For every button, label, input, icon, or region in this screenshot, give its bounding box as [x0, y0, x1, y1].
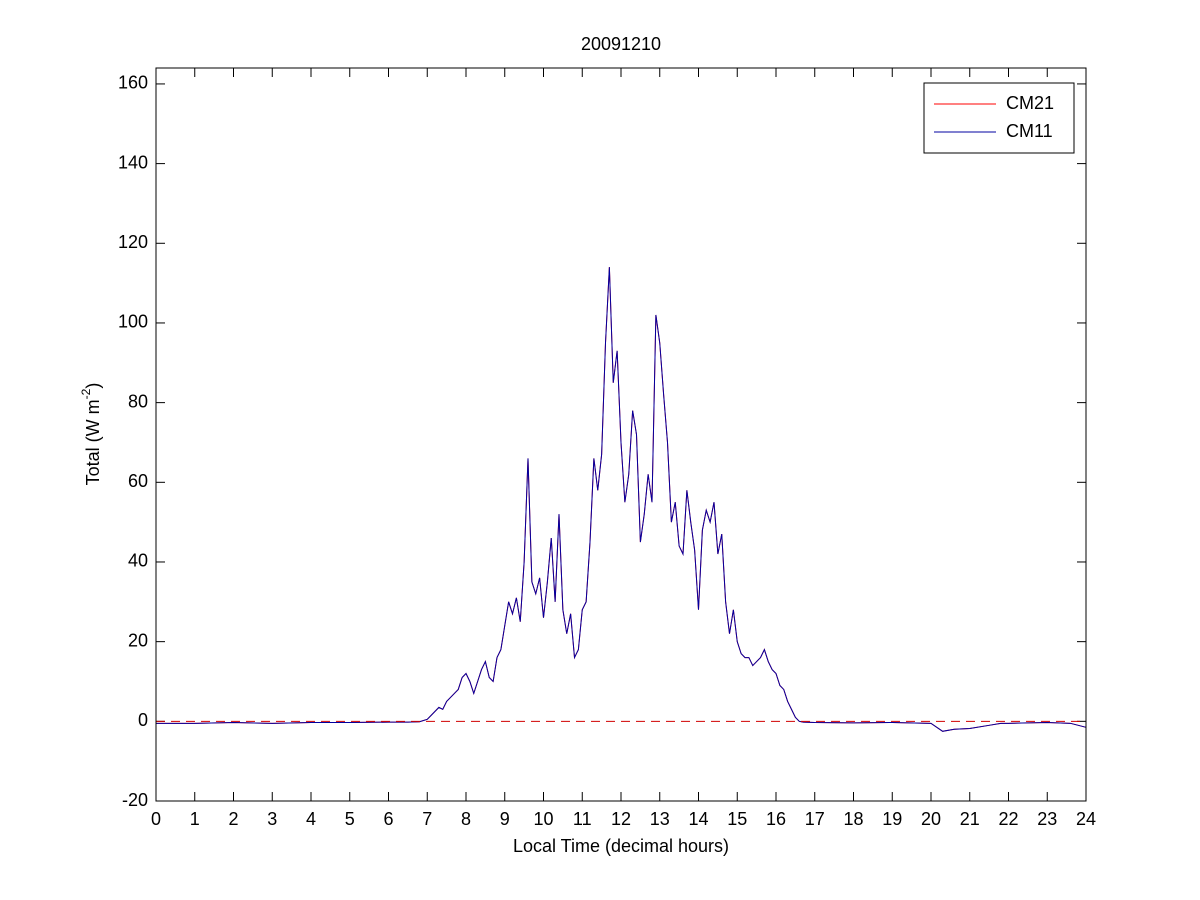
x-tick-label: 20: [921, 809, 941, 829]
legend-label: CM21: [1006, 93, 1054, 113]
y-tick-label: 20: [128, 630, 148, 650]
x-tick-label: 13: [650, 809, 670, 829]
x-tick-label: 1: [190, 809, 200, 829]
x-tick-label: 4: [306, 809, 316, 829]
y-tick-label: 140: [118, 152, 148, 172]
x-tick-label: 2: [228, 809, 238, 829]
x-tick-label: 5: [345, 809, 355, 829]
x-tick-label: 14: [688, 809, 708, 829]
x-tick-label: 0: [151, 809, 161, 829]
x-axis-label: Local Time (decimal hours): [513, 836, 729, 856]
x-tick-label: 12: [611, 809, 631, 829]
x-tick-label: 9: [500, 809, 510, 829]
axes-box: [155, 67, 1087, 802]
x-tick-label: 23: [1037, 809, 1057, 829]
y-tick-label: 120: [118, 232, 148, 252]
x-tick-label: 8: [461, 809, 471, 829]
y-axis-label-end: ): [83, 383, 103, 389]
y-tick-label: 160: [118, 73, 148, 93]
y-tick-label: 60: [128, 471, 148, 491]
chart-title: 20091210: [581, 34, 661, 54]
x-tick-label: 19: [882, 809, 902, 829]
legend-box: [923, 82, 1075, 154]
y-tick-label: 80: [128, 391, 148, 411]
x-tick-label: 6: [383, 809, 393, 829]
x-tick-label: 24: [1076, 809, 1096, 829]
y-axis-label-sup: -2: [79, 388, 93, 399]
x-tick-label: 22: [998, 809, 1018, 829]
x-tick-label: 21: [960, 809, 980, 829]
x-tick-label: 18: [843, 809, 863, 829]
x-tick-label: 16: [766, 809, 786, 829]
y-tick-label: 0: [138, 710, 148, 730]
x-tick-label: 15: [727, 809, 747, 829]
x-tick-label: 11: [573, 809, 592, 829]
x-tick-label: 7: [422, 809, 432, 829]
x-tick-label: 10: [533, 809, 553, 829]
y-tick-label: 100: [118, 312, 148, 332]
series-line: [156, 267, 1087, 732]
y-tick-label: 40: [128, 551, 148, 571]
x-tick-label: 17: [805, 809, 825, 829]
legend-label: CM11: [1006, 121, 1053, 141]
y-tick-label: -20: [122, 790, 148, 810]
y-axis-label: Total (W m-2): [79, 383, 103, 486]
x-tick-label: 3: [267, 809, 277, 829]
y-axis-label-main: Total (W m: [83, 399, 103, 485]
